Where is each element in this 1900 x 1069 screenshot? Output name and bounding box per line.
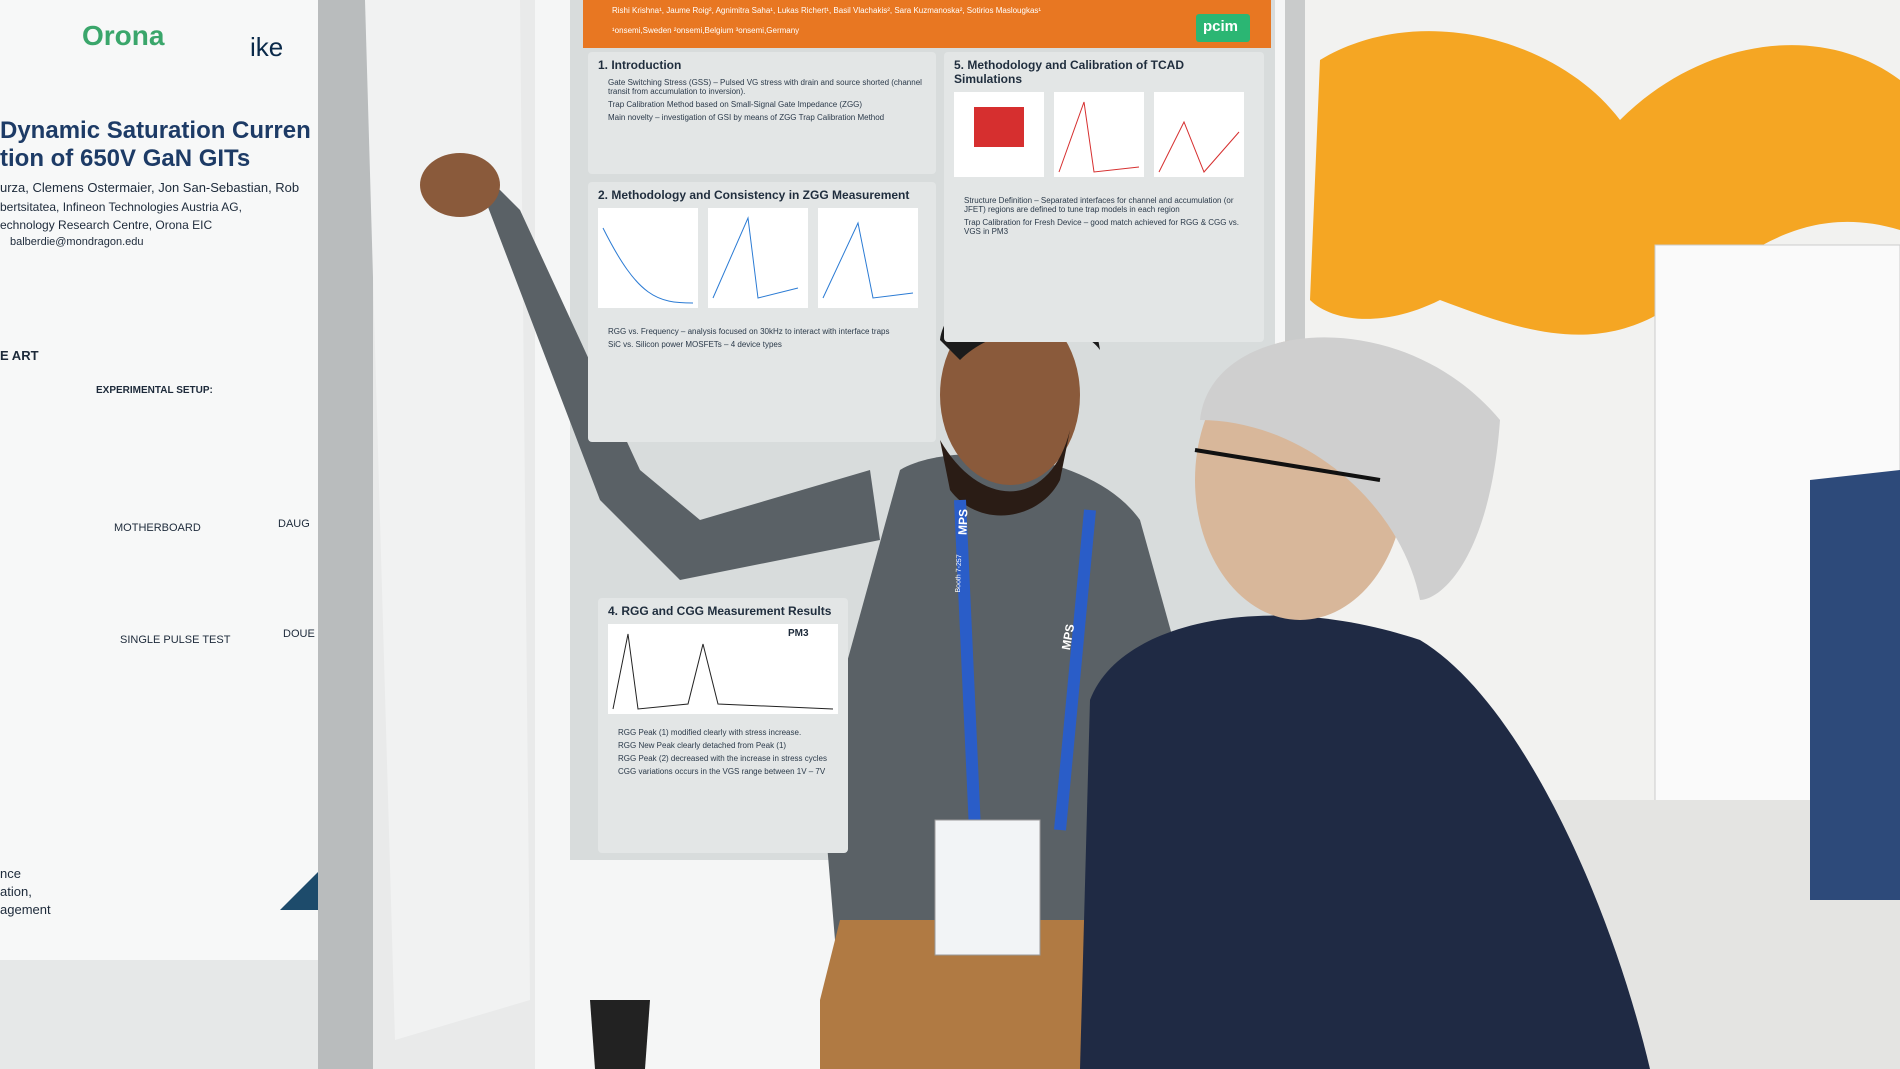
- section: 1. Introduction Gate Switching Stress (G…: [588, 52, 936, 174]
- lanyard-text: MPS: [955, 508, 971, 536]
- section: 4. RGG and CGG Measurement Results PM3 R…: [598, 598, 848, 853]
- bullet: Structure Definition – Separated interfa…: [964, 196, 1234, 214]
- label: SINGLE PULSE TEST: [120, 634, 231, 646]
- plots: [608, 624, 838, 714]
- left-poster-bg: [0, 0, 320, 1069]
- footer: ation,: [0, 884, 32, 899]
- label: MOTHERBOARD: [114, 522, 201, 534]
- hand: [420, 153, 500, 217]
- side-poster: [365, 0, 530, 1040]
- presenter-arm: [470, 160, 880, 580]
- lanyard: [954, 499, 1096, 831]
- badge: [934, 819, 1041, 956]
- bullet: RGG New Peak clearly detached from Peak …: [618, 741, 787, 750]
- poster-header: [583, 0, 1271, 48]
- beard: [940, 430, 1070, 516]
- decor: [280, 870, 320, 910]
- title: Dynamic Saturation Curren: [0, 117, 311, 144]
- bullet: RGG Peak (2) decreased with the increase…: [618, 754, 827, 763]
- section: E ART: [0, 348, 39, 363]
- footer: nce: [0, 866, 21, 881]
- bullet: Trap Calibration for Fresh Device – good…: [964, 218, 1239, 236]
- bullet: RGG vs. Frequency – analysis focused on …: [608, 327, 890, 336]
- orange-graphic: [1310, 31, 1900, 335]
- trousers: [820, 920, 1120, 1069]
- left-poster-footer: [0, 960, 320, 1069]
- bullet: RGG Peak (1) modified clearly with stres…: [618, 728, 802, 737]
- presenter-face: [940, 305, 1080, 485]
- bullet: CGG variations occurs in the VGS range b…: [618, 767, 826, 776]
- section-heading: 5. Methodology and Calibration of TCAD S…: [954, 58, 1184, 86]
- section-heading: 1. Introduction: [598, 58, 682, 72]
- email: balberdie@mondragon.edu: [10, 236, 144, 248]
- visitor-jacket: [1080, 615, 1650, 1069]
- pcim-logo: pcim: [1203, 18, 1239, 35]
- bullet: Gate Switching Stress (GSS) – Pulsed VG …: [608, 78, 922, 96]
- bullet: SiC vs. Silicon power MOSFETs – 4 device…: [608, 340, 782, 349]
- bg-person: [1810, 470, 1900, 900]
- pcim-logo-bg: [1196, 14, 1250, 42]
- section: 2. Methodology and Consistency in ZGG Me…: [588, 182, 936, 442]
- plots: [954, 92, 1244, 177]
- board-frame: [318, 0, 373, 1069]
- section-heading: 4. RGG and CGG Measurement Results: [608, 604, 832, 618]
- authors: Rishi Krishna¹, Jaume Roig², Agnimitra S…: [612, 6, 1042, 15]
- bullet: Main novelty – investigation of GSI by m…: [608, 113, 885, 122]
- label: DAUG: [278, 518, 310, 530]
- plot-label: PM3: [788, 628, 809, 639]
- glasses: [1194, 448, 1381, 482]
- footer: agement: [0, 902, 51, 917]
- section-heading: 2. Methodology and Consistency in ZGG Me…: [598, 188, 910, 202]
- affiliation: echnology Research Centre, Orona EIC: [0, 218, 213, 232]
- label: DOUE: [283, 628, 315, 640]
- affiliation: bertsitatea, Infineon Technologies Austr…: [0, 200, 242, 214]
- logo: Orona: [82, 20, 165, 51]
- heading: EXPERIMENTAL SETUP:: [96, 385, 213, 396]
- bullet: Trap Calibration Method based on Small-S…: [608, 100, 863, 109]
- authors: urza, Clemens Ostermaier, Jon San-Sebast…: [0, 180, 300, 195]
- visitor-hair: [1200, 337, 1500, 600]
- plots: [598, 208, 918, 308]
- section: 5. Methodology and Calibration of TCAD S…: [944, 52, 1264, 342]
- affiliations: ¹onsemi,Sweden ²onsemi,Belgium ³onsemi,G…: [612, 26, 800, 35]
- logo: ike: [250, 32, 284, 62]
- lanyard-text: Booth 7-257: [954, 554, 964, 593]
- bin: [590, 1000, 650, 1069]
- title: tion of 650V GaN GITs: [0, 145, 251, 172]
